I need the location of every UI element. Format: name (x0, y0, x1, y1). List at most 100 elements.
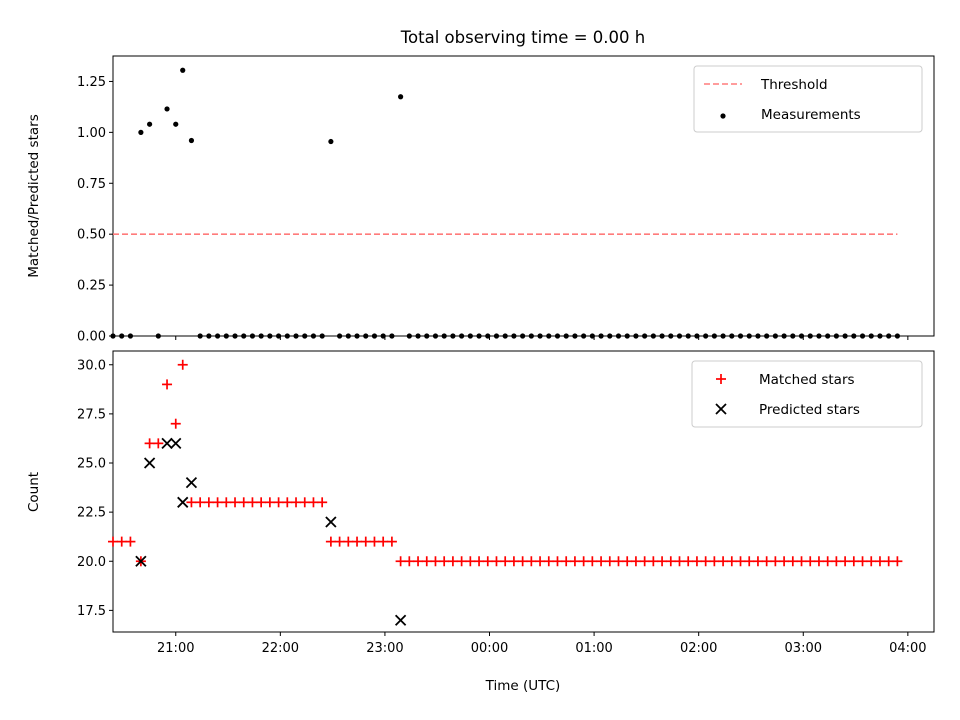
measurement-point (459, 333, 465, 339)
measurement-point (485, 333, 491, 339)
matched-star-point (203, 497, 214, 508)
matched-star-point (221, 497, 232, 508)
matched-star-point (125, 536, 136, 547)
predicted-star-point (394, 614, 407, 626)
matched-star-point (848, 556, 859, 567)
matched-star-point (474, 556, 485, 567)
measurement-point (450, 333, 456, 339)
measurement-point (363, 333, 369, 339)
measurement-point (642, 333, 648, 339)
measurement-point (337, 333, 343, 339)
matched-star-point (543, 556, 554, 567)
measurement-point (155, 333, 161, 339)
matched-star-point (587, 556, 598, 567)
bottom-axes-frame (112, 350, 935, 633)
measurement-point (650, 333, 656, 339)
predicted-star-point (135, 555, 147, 567)
measurement-point (737, 333, 744, 339)
matched-star-point (230, 497, 241, 508)
matched-star-point (491, 556, 502, 567)
measurement-point (772, 333, 778, 339)
measurement-point (380, 333, 386, 339)
matched-star-point (857, 556, 868, 567)
matched-star-point (657, 556, 668, 567)
matched-star-point (177, 359, 188, 370)
legend-symbol (720, 113, 726, 119)
measurement-point (528, 333, 534, 339)
matched-star-point (604, 556, 615, 567)
matched-star-point (569, 556, 580, 567)
measurement-point (206, 333, 212, 339)
measurement-point (546, 333, 552, 339)
measurement-point (598, 333, 604, 339)
matched-star-point (840, 556, 851, 567)
matched-star-point (648, 556, 659, 567)
measurement-point (868, 333, 874, 339)
matched-star-point (770, 556, 781, 567)
measurement-point (842, 333, 848, 339)
x-tick-label: 04:00 (889, 641, 926, 656)
top-y-tick-label: 1.25 (77, 75, 106, 90)
measurement-point (894, 333, 900, 339)
measurement-point (424, 333, 430, 339)
measurement-point (354, 333, 360, 339)
top-y-tick-label: 0.25 (77, 279, 106, 294)
predicted-star-point (161, 437, 173, 449)
matched-star-point (517, 556, 528, 567)
measurement-point (284, 333, 290, 339)
matched-star-point (535, 556, 546, 567)
chart-title: Total observing time = 0.00 h (400, 28, 645, 47)
predicted-star-point (177, 496, 189, 508)
top-y-tick-label: 0.75 (77, 177, 106, 192)
bottom-y-tick-label: 20.0 (77, 555, 106, 570)
matched-star-point (822, 556, 833, 567)
matched-star-point (761, 556, 772, 567)
measurement-point (833, 333, 839, 339)
legend-label: Measurements (761, 107, 861, 123)
matched-star-point (116, 536, 127, 547)
matched-star-point (787, 556, 798, 567)
measurement-point (659, 333, 665, 339)
matched-star-point (874, 556, 885, 567)
measurement-point (755, 333, 761, 339)
measurement-point (147, 121, 153, 127)
matched-star-point (665, 556, 676, 567)
measurement-point (267, 333, 273, 339)
top-y-tick-label: 1.00 (77, 126, 106, 141)
matched-star-point (170, 418, 181, 429)
measurement-point (415, 333, 421, 339)
measurement-point (807, 333, 813, 339)
measurement-point (293, 333, 299, 339)
matched-star-point (500, 556, 511, 567)
matched-star-point (805, 556, 816, 567)
matched-star-point (796, 556, 807, 567)
matched-star-point (779, 556, 790, 567)
measurement-point (214, 333, 221, 339)
matched-star-point (308, 497, 319, 508)
matched-star-point (256, 497, 267, 508)
matched-star-point (273, 497, 284, 508)
top-plot-area: 0.00 0.25 0.50 0.75 1.00 1.25 (77, 55, 935, 345)
matched-star-point (162, 379, 173, 390)
matched-star-point (282, 497, 293, 508)
x-tick-label: 01:00 (575, 641, 612, 656)
measurement-point (249, 333, 256, 339)
matched-star-point (238, 497, 249, 508)
measurement-point (389, 333, 395, 339)
measurement-point (877, 333, 883, 339)
measurement-point (720, 333, 726, 339)
bottom-plot-area: 17.5 20.0 22.5 25.0 27.5 30.0 21:00 22:00 23:00 0… (77, 350, 935, 656)
measurement-point (798, 333, 805, 339)
matched-star-point (752, 556, 763, 567)
measurement-point (520, 333, 526, 339)
measurement-point (676, 333, 683, 339)
matched-star-point (630, 556, 641, 567)
bottom-y-tick-label: 22.5 (77, 506, 106, 521)
measurement-point (729, 333, 735, 339)
measurement-point (502, 333, 508, 339)
predicted-star-point (170, 437, 182, 449)
measurement-point (441, 333, 447, 339)
measurement-point (328, 138, 334, 145)
measurement-point (173, 121, 179, 127)
top-legend: Threshold Measurements (693, 65, 923, 133)
